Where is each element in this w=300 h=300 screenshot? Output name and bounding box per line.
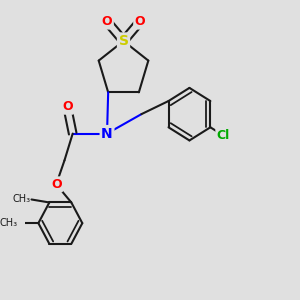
Text: O: O — [62, 100, 73, 113]
Text: Cl: Cl — [217, 129, 230, 142]
Text: N: N — [101, 127, 113, 141]
Text: CH₃: CH₃ — [12, 194, 30, 205]
Text: CH₃: CH₃ — [0, 218, 18, 228]
Text: O: O — [51, 178, 62, 191]
Text: S: S — [118, 34, 128, 48]
Text: O: O — [135, 15, 145, 28]
Text: O: O — [102, 15, 112, 28]
